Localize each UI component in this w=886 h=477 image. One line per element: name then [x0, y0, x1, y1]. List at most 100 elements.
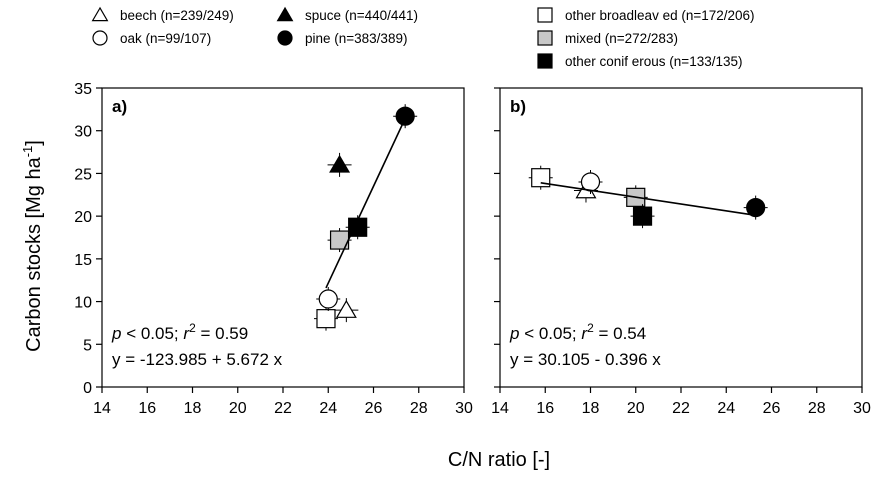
data-point-1	[334, 298, 359, 323]
data-point-5-marker	[329, 154, 351, 173]
x-tick-label: 24	[717, 400, 735, 417]
data-point-2-marker	[580, 172, 601, 192]
data-point-4	[630, 204, 655, 229]
data-point-6-marker-shape	[395, 106, 415, 126]
x-tick-label: 16	[536, 400, 554, 417]
stats-sup: 2	[189, 321, 196, 335]
y-tick-label: 0	[83, 380, 92, 397]
legend-marker-2-shape	[537, 7, 553, 23]
legend-marker-4-shape	[277, 30, 293, 46]
x-tick-label: 30	[455, 400, 473, 417]
stats-end: = 0.59	[196, 324, 248, 343]
stats-r: r	[183, 324, 190, 343]
data-point-5-marker-shape	[746, 198, 766, 218]
legend-marker-1	[276, 6, 294, 22]
legend-label-6: other conif erous (n=133/135)	[565, 54, 743, 69]
y-axis-title-main: Carbon stocks [Mg ha	[23, 156, 45, 351]
x-axis-title: C/N ratio [-]	[448, 449, 550, 471]
y-axis-title-end: ]	[23, 140, 45, 146]
stats-text: p < 0.05; r2 = 0.54	[509, 321, 646, 343]
legend-marker-3	[92, 30, 108, 46]
data-point-0-marker-shape	[316, 309, 336, 329]
x-tick-label: 22	[274, 400, 292, 417]
y-axis-title-sup: -1	[20, 146, 35, 158]
x-tick-label: 28	[808, 400, 826, 417]
data-point-6-marker	[395, 106, 415, 126]
stats-mid: < 0.05;	[519, 324, 581, 343]
equation-text: y = 30.105 - 0.396 x	[510, 350, 661, 369]
panel-label: b)	[510, 97, 526, 116]
x-tick-label: 16	[138, 400, 156, 417]
y-tick-label: 30	[74, 124, 92, 141]
stats-end: = 0.54	[594, 324, 646, 343]
panel-a: 0 5 10 15 20 25 30 35 14 16 18 20 22 24 26 28 30 a) p < 0.…	[74, 81, 473, 417]
y-tick-label: 10	[74, 295, 92, 312]
x-tick-label: 20	[229, 400, 247, 417]
stats-p: p	[509, 324, 519, 343]
data-point-2-marker-shape	[318, 289, 338, 309]
legend-marker-3-shape	[92, 30, 108, 46]
data-point-2	[316, 287, 341, 312]
x-tick-label: 18	[184, 400, 202, 417]
x-tick-label: 28	[410, 400, 428, 417]
legend-marker-5	[537, 30, 553, 46]
y-tick-label: 35	[74, 81, 92, 98]
x-tick-label: 26	[763, 400, 781, 417]
panel-b: 14 16 18 20 22 24 26 28 30 b) p < 0.05; r2 = 0.54 y…	[491, 87, 871, 417]
legend-marker-0	[91, 6, 109, 22]
legend-marker-5-shape	[537, 30, 553, 46]
y-tick-label: 20	[74, 209, 92, 226]
stats-mid: < 0.05;	[121, 324, 183, 343]
legend-marker-6-shape	[537, 53, 553, 69]
data-point-0	[528, 165, 553, 190]
legend-marker-0-shape	[91, 6, 109, 22]
stats-text: p < 0.05; r2 = 0.59	[111, 321, 248, 343]
legend-label-4: pine (n=383/389)	[305, 31, 407, 46]
data-point-0-marker	[531, 168, 551, 188]
stats-sup: 2	[587, 321, 594, 335]
legend-marker-1-shape	[276, 6, 294, 22]
x-tick-label: 20	[627, 400, 645, 417]
legend-marker-2	[537, 7, 553, 23]
data-point-6	[393, 104, 418, 129]
legend-marker-6	[537, 53, 553, 69]
y-tick-label: 25	[74, 166, 92, 183]
x-tick-label: 26	[365, 400, 383, 417]
y-tick-label: 5	[83, 337, 92, 354]
data-point-5	[327, 152, 352, 177]
data-point-2-marker	[318, 289, 338, 309]
x-tick-label: 14	[93, 400, 111, 417]
x-tick-label: 30	[853, 400, 871, 417]
legend-marker-4	[277, 30, 293, 46]
regression-line	[540, 182, 756, 217]
data-point-0	[313, 306, 338, 331]
regression-line	[325, 113, 409, 289]
data-point-1-marker	[335, 299, 357, 318]
stats-p: p	[111, 324, 121, 343]
legend-label-3: oak (n=99/107)	[120, 31, 211, 46]
legend-label-0: beech (n=239/249)	[120, 8, 234, 23]
stats-r: r	[581, 324, 588, 343]
legend-label-5: mixed (n=272/283)	[565, 31, 678, 46]
x-tick-label: 18	[582, 400, 600, 417]
panel-label: a)	[112, 97, 127, 116]
equation-text: y = -123.985 + 5.672 x	[112, 350, 283, 369]
data-point-5-marker	[746, 198, 766, 218]
y-tick-label: 15	[74, 252, 92, 269]
data-point-0-marker-shape	[531, 168, 551, 188]
x-tick-label: 22	[672, 400, 690, 417]
legend: beech (n=239/249) spuce (n=440/441) other …	[91, 6, 755, 69]
x-tick-label: 24	[319, 400, 337, 417]
legend-label-1: spuce (n=440/441)	[305, 8, 418, 23]
y-axis-title: Carbon stocks [Mg ha-1]	[20, 140, 45, 352]
legend-label-2: other broadleav ed (n=172/206)	[565, 8, 755, 23]
data-point-5-marker-shape	[329, 154, 351, 173]
data-point-5	[743, 195, 768, 220]
data-point-4-marker	[632, 206, 653, 226]
data-point-1-marker-shape	[335, 299, 357, 318]
data-point-0-marker	[316, 309, 336, 329]
x-tick-label: 14	[491, 400, 509, 417]
data-point-4-marker-shape	[632, 206, 653, 226]
data-point-2-marker-shape	[580, 172, 601, 192]
